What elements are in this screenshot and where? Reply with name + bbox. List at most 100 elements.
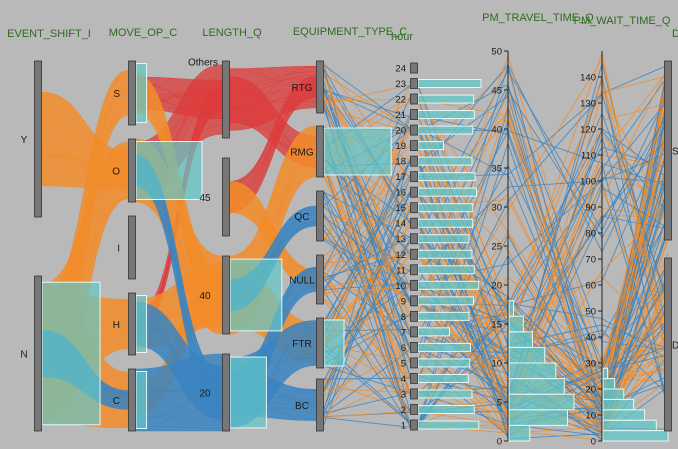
axis-segment-equipment-type-c-qc[interactable] xyxy=(316,190,324,242)
hist-bar-hour-22 xyxy=(417,94,474,104)
axis-segment-length-q-40[interactable] xyxy=(222,255,230,335)
axis-segment-d-st[interactable] xyxy=(664,60,672,241)
axis-segment-hour-7[interactable] xyxy=(410,326,418,338)
axis-segment-equipment-type-c-ftr[interactable] xyxy=(316,317,324,369)
axis-segment-equipment-type-c-rmg[interactable] xyxy=(316,125,324,178)
category-label-equipment-type-c-rtg: RTG xyxy=(292,83,313,94)
ribbon-strand xyxy=(135,386,223,394)
axis-segment-move-op-c-i[interactable] xyxy=(128,215,136,280)
axis-segment-hour-1[interactable] xyxy=(410,419,418,431)
data-polyline xyxy=(323,93,669,408)
tick-label-pm-travel-time-q-50: 50 xyxy=(491,47,502,58)
hist-bar-hour-11 xyxy=(417,265,475,275)
axis-segment-hour-15[interactable] xyxy=(410,202,418,214)
axis-segment-hour-10[interactable] xyxy=(410,279,418,291)
axis-segment-equipment-type-c-bc[interactable] xyxy=(316,378,324,432)
tick-label-hour-10: 10 xyxy=(395,281,406,292)
axis-segment-length-q-others[interactable] xyxy=(222,60,230,139)
hist-bar-hour-12 xyxy=(417,249,473,259)
hist-bar-hour-9 xyxy=(417,296,474,306)
axis-segment-equipment-type-c-rtg[interactable] xyxy=(316,60,324,114)
axes xyxy=(34,50,672,442)
data-polyline xyxy=(323,73,669,430)
hist-bar-length-q-40 xyxy=(229,258,283,332)
axis-segment-hour-14[interactable] xyxy=(410,217,418,229)
tick-label-hour-24: 24 xyxy=(395,64,406,75)
hist-bar-equipment-type-c-rmg xyxy=(323,127,392,176)
axis-title-equipment-type-c[interactable]: EQUIPMENT_TYPE_C xyxy=(293,26,407,38)
hist-bar-hour-19 xyxy=(417,141,444,151)
tick-label-pm-travel-time-q-45: 45 xyxy=(491,86,502,97)
axis-segment-hour-17[interactable] xyxy=(410,171,418,183)
tick-label-pm-wait-time-q-20: 20 xyxy=(585,385,596,396)
tick-label-pm-wait-time-q-100: 100 xyxy=(580,177,596,188)
hist-bar-pm-travel-time-q-7 xyxy=(508,315,524,333)
axis-segment-hour-8[interactable] xyxy=(410,310,418,322)
hist-bar-hour-7 xyxy=(417,327,450,337)
axis-title-length-q[interactable]: LENGTH_Q xyxy=(202,27,262,39)
category-label-event-shift-i-y: Y xyxy=(21,135,28,146)
axis-segment-event-shift-i-n[interactable] xyxy=(34,275,42,432)
axis-title-d[interactable]: D xyxy=(672,28,678,40)
axis-segment-length-q-20[interactable] xyxy=(222,353,230,432)
category-label-d-d: D xyxy=(672,341,678,352)
tick-label-hour-19: 19 xyxy=(395,141,406,152)
hist-bar-hour-4 xyxy=(417,373,469,383)
axis-segment-hour-22[interactable] xyxy=(410,93,418,105)
category-label-move-op-c-c: C xyxy=(113,396,120,407)
axis-title-hour[interactable]: hour xyxy=(391,31,413,43)
category-label-equipment-type-c-null: NULL xyxy=(289,276,315,287)
axis-segment-hour-2[interactable] xyxy=(410,404,418,415)
hist-bar-length-q-20 xyxy=(229,356,267,429)
axis-segment-length-q-45[interactable] xyxy=(222,157,230,237)
axis-segment-event-shift-i-y[interactable] xyxy=(34,60,42,218)
axis-segment-move-op-c-h[interactable] xyxy=(128,292,136,356)
tick-label-pm-wait-time-q-10: 10 xyxy=(585,411,596,422)
axis-segment-hour-9[interactable] xyxy=(410,295,418,307)
category-label-length-q-45: 45 xyxy=(199,193,211,204)
axis-segment-hour-20[interactable] xyxy=(410,124,418,136)
axis-segment-hour-12[interactable] xyxy=(410,248,418,260)
axis-segment-hour-13[interactable] xyxy=(410,233,418,245)
axis-segment-hour-16[interactable] xyxy=(410,186,418,198)
axis-segment-move-op-c-o[interactable] xyxy=(128,138,136,203)
axis-segment-hour-3[interactable] xyxy=(410,388,418,400)
data-polyline xyxy=(323,99,669,273)
axis-segment-hour-4[interactable] xyxy=(410,373,418,384)
axis-segment-hour-19[interactable] xyxy=(410,140,418,152)
tick-label-hour-3: 3 xyxy=(401,389,406,400)
axis-segment-hour-21[interactable] xyxy=(410,109,418,120)
axis-segment-hour-23[interactable] xyxy=(410,78,418,89)
ribbon-strand xyxy=(135,425,223,429)
category-label-length-q-40: 40 xyxy=(199,291,211,302)
axis-segment-move-op-c-c[interactable] xyxy=(128,368,136,432)
data-polyline xyxy=(323,70,669,424)
hist-bar-pm-wait-time-q-3 xyxy=(602,398,635,411)
tick-label-hour-11: 11 xyxy=(396,265,406,276)
tick-label-pm-wait-time-q-40: 40 xyxy=(585,333,596,344)
axis-title-pm-wait-time-q[interactable]: PM_WAIT_TIME_Q xyxy=(574,15,671,27)
axis-segment-hour-11[interactable] xyxy=(410,264,418,276)
hist-bar-hour-20 xyxy=(417,125,474,135)
axis-title-move-op-c[interactable]: MOVE_OP_C xyxy=(109,27,178,39)
axis-segment-d-d[interactable] xyxy=(664,257,672,432)
tick-label-hour-22: 22 xyxy=(395,95,406,106)
axis-segment-equipment-type-c-null[interactable] xyxy=(316,254,324,305)
tick-label-pm-travel-time-q-30: 30 xyxy=(491,203,502,214)
ribbon-strand xyxy=(135,388,223,391)
data-polyline xyxy=(323,136,669,395)
axis-title-pm-travel-time-q[interactable]: PM_TRAVEL_TIME_Q xyxy=(482,12,594,24)
axis-segment-hour-18[interactable] xyxy=(410,155,418,167)
axis-segment-hour-5[interactable] xyxy=(410,357,418,369)
tick-label-pm-travel-time-q-10: 10 xyxy=(491,359,502,370)
histograms xyxy=(41,63,669,442)
tick-label-hour-13: 13 xyxy=(395,234,406,245)
tick-label-pm-wait-time-q-90: 90 xyxy=(585,203,596,214)
axis-title-event-shift-i[interactable]: EVENT_SHIFT_I xyxy=(7,28,91,40)
category-label-move-op-c-o: O xyxy=(112,167,120,178)
axis-segment-move-op-c-s[interactable] xyxy=(128,60,136,126)
axis-segment-hour-24[interactable] xyxy=(410,62,418,74)
axis-segment-hour-6[interactable] xyxy=(410,341,418,353)
tick-label-pm-travel-time-q-0: 0 xyxy=(497,437,502,448)
